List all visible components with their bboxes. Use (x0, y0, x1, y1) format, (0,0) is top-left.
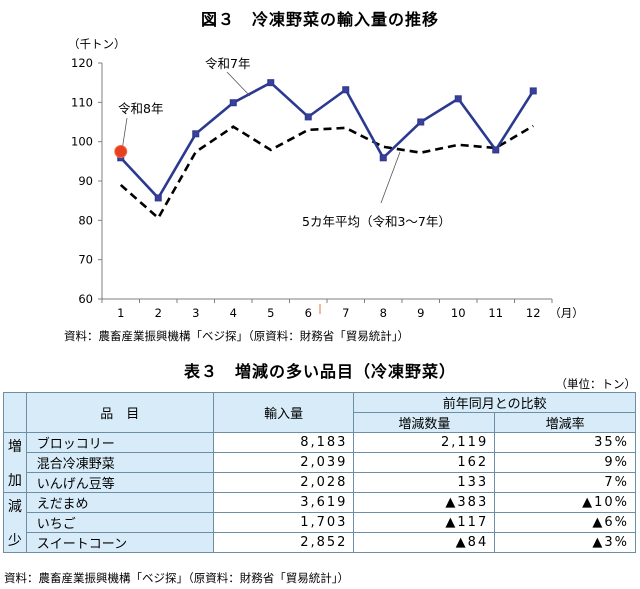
rate-header: 増減率 (494, 412, 636, 433)
rate-value: 9% (494, 452, 636, 473)
chart-source: 資料：農畜産業振興機構「ベジ探」（原資料：財務省「貿易統計」） (64, 329, 409, 343)
y-axis-unit: （千トン） (68, 37, 126, 51)
change-value: 2,119 (353, 432, 496, 453)
chart-labels: 令和8年 令和7年 5カ年平均（令和3～7年） (118, 56, 451, 229)
x-tick-label: 5 (267, 306, 274, 320)
table-row: いんげん豆等 2,028 133 7% (4, 472, 636, 493)
y-tick-label: 80 (78, 213, 93, 227)
data-marker (529, 87, 537, 95)
item-name: いんげん豆等 (25, 472, 214, 493)
table-title: 表３ 増減の多い品目（冷凍野菜） (183, 362, 456, 381)
y-tick-label: 120 (71, 56, 93, 70)
item-name: いちご (25, 512, 214, 533)
y-tick-label: 70 (78, 253, 93, 267)
series-5yr-average (119, 124, 534, 221)
data-marker (379, 154, 387, 162)
table-source: 資料：農畜産業振興機構「ベジ探」（原資料：財務省「貿易統計」） (4, 571, 349, 585)
item-name: えだまめ (25, 492, 214, 513)
rate-value: 35% (494, 432, 636, 453)
import-value: 2,039 (212, 452, 355, 473)
table-row: 増 加 ブロッコリー 8,183 2,119 35% (3, 432, 636, 493)
x-tick-label: 9 (417, 306, 424, 320)
change-header: 増減数量 (353, 412, 496, 433)
label-reiwa8: 令和8年 (118, 101, 163, 116)
group-decrease: 減 少 (3, 492, 27, 553)
data-marker (192, 130, 200, 138)
change-value: ▲383 (353, 492, 496, 513)
x-tick-label: 1 (117, 306, 124, 320)
table-row: いちご 1,703 ▲117 ▲6% (4, 512, 636, 533)
rate-value: 7% (494, 472, 636, 493)
y-tick-label: 60 (78, 292, 93, 306)
chart-series (114, 79, 537, 221)
data-marker (454, 95, 462, 103)
label-reiwa7: 令和7年 (205, 56, 250, 71)
import-value: 1,703 (212, 512, 355, 533)
x-tick-label: 3 (192, 306, 199, 320)
table-row: 減 少 えだまめ 3,619 ▲383 ▲10% (3, 492, 636, 553)
x-tick-label: 11 (488, 306, 503, 320)
rate-value: ▲10% (494, 492, 636, 513)
x-tick-label: 10 (451, 306, 466, 320)
y-tick-label: 110 (71, 95, 93, 109)
label-5yr-average: 5カ年平均（令和3～7年） (302, 214, 451, 229)
item-name: 混合冷凍野菜 (25, 452, 214, 473)
items-table: 品 目 輸入量 前年同月との比較 増減数量 増減率 増 加 ブロッコリー 8,1… (3, 392, 636, 553)
x-tick-label: 8 (380, 306, 387, 320)
table-unit: （単位：トン） (555, 377, 637, 391)
series-reiwa8-point (114, 145, 128, 158)
x-tick-label: 7 (342, 306, 349, 320)
data-marker (229, 99, 237, 107)
import-value: 2,028 (212, 472, 355, 493)
series-reiwa7 (119, 81, 535, 201)
change-value: ▲117 (353, 512, 496, 533)
data-marker (417, 118, 425, 126)
import-value: 2,852 (212, 532, 355, 553)
group-increase: 増 加 (3, 432, 27, 493)
group-header (3, 392, 27, 433)
data-marker (267, 79, 275, 87)
change-value: ▲84 (353, 532, 496, 553)
data-marker (304, 113, 312, 121)
x-tick-label: 4 (230, 306, 237, 320)
x-axis-unit: （月） (549, 306, 584, 320)
rate-value: ▲6% (494, 512, 636, 533)
data-marker (342, 86, 350, 94)
compare-header: 前年同月との比較 (353, 392, 636, 413)
item-header: 品 目 (25, 392, 214, 433)
rate-value: ▲3% (494, 532, 636, 553)
import-value: 3,619 (212, 492, 355, 513)
change-value: 162 (353, 452, 496, 473)
y-tick-label: 100 (71, 135, 93, 149)
import-header: 輸入量 (212, 392, 355, 433)
data-marker (154, 194, 162, 202)
x-tick-label: 6 (305, 306, 312, 320)
item-name: スイートコーン (25, 532, 214, 553)
x-tick-label: 12 (526, 306, 541, 320)
change-value: 133 (353, 472, 496, 493)
item-name: ブロッコリー (25, 432, 214, 453)
import-value: 8,183 (212, 432, 355, 453)
figure-title: 図３ 冷凍野菜の輸入量の推移 (200, 10, 439, 29)
table-row: スイートコーン 2,852 ▲84 ▲3% (4, 532, 636, 553)
y-tick-label: 90 (78, 174, 93, 188)
data-marker (492, 146, 500, 154)
x-tick-label: 2 (155, 306, 162, 320)
table-row: 混合冷凍野菜 2,039 162 9% (4, 452, 636, 473)
